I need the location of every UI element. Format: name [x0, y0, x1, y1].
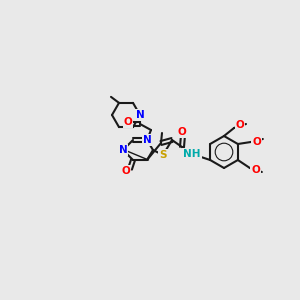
Text: O: O — [236, 120, 244, 130]
Text: O: O — [122, 166, 130, 176]
Text: N: N — [136, 110, 144, 120]
Text: O: O — [124, 117, 132, 127]
Text: O: O — [253, 137, 261, 147]
Text: N: N — [142, 135, 152, 145]
Text: O: O — [251, 165, 260, 175]
Text: S: S — [159, 150, 167, 160]
Text: NH: NH — [183, 149, 201, 159]
Text: N: N — [118, 145, 127, 155]
Text: O: O — [178, 127, 186, 137]
